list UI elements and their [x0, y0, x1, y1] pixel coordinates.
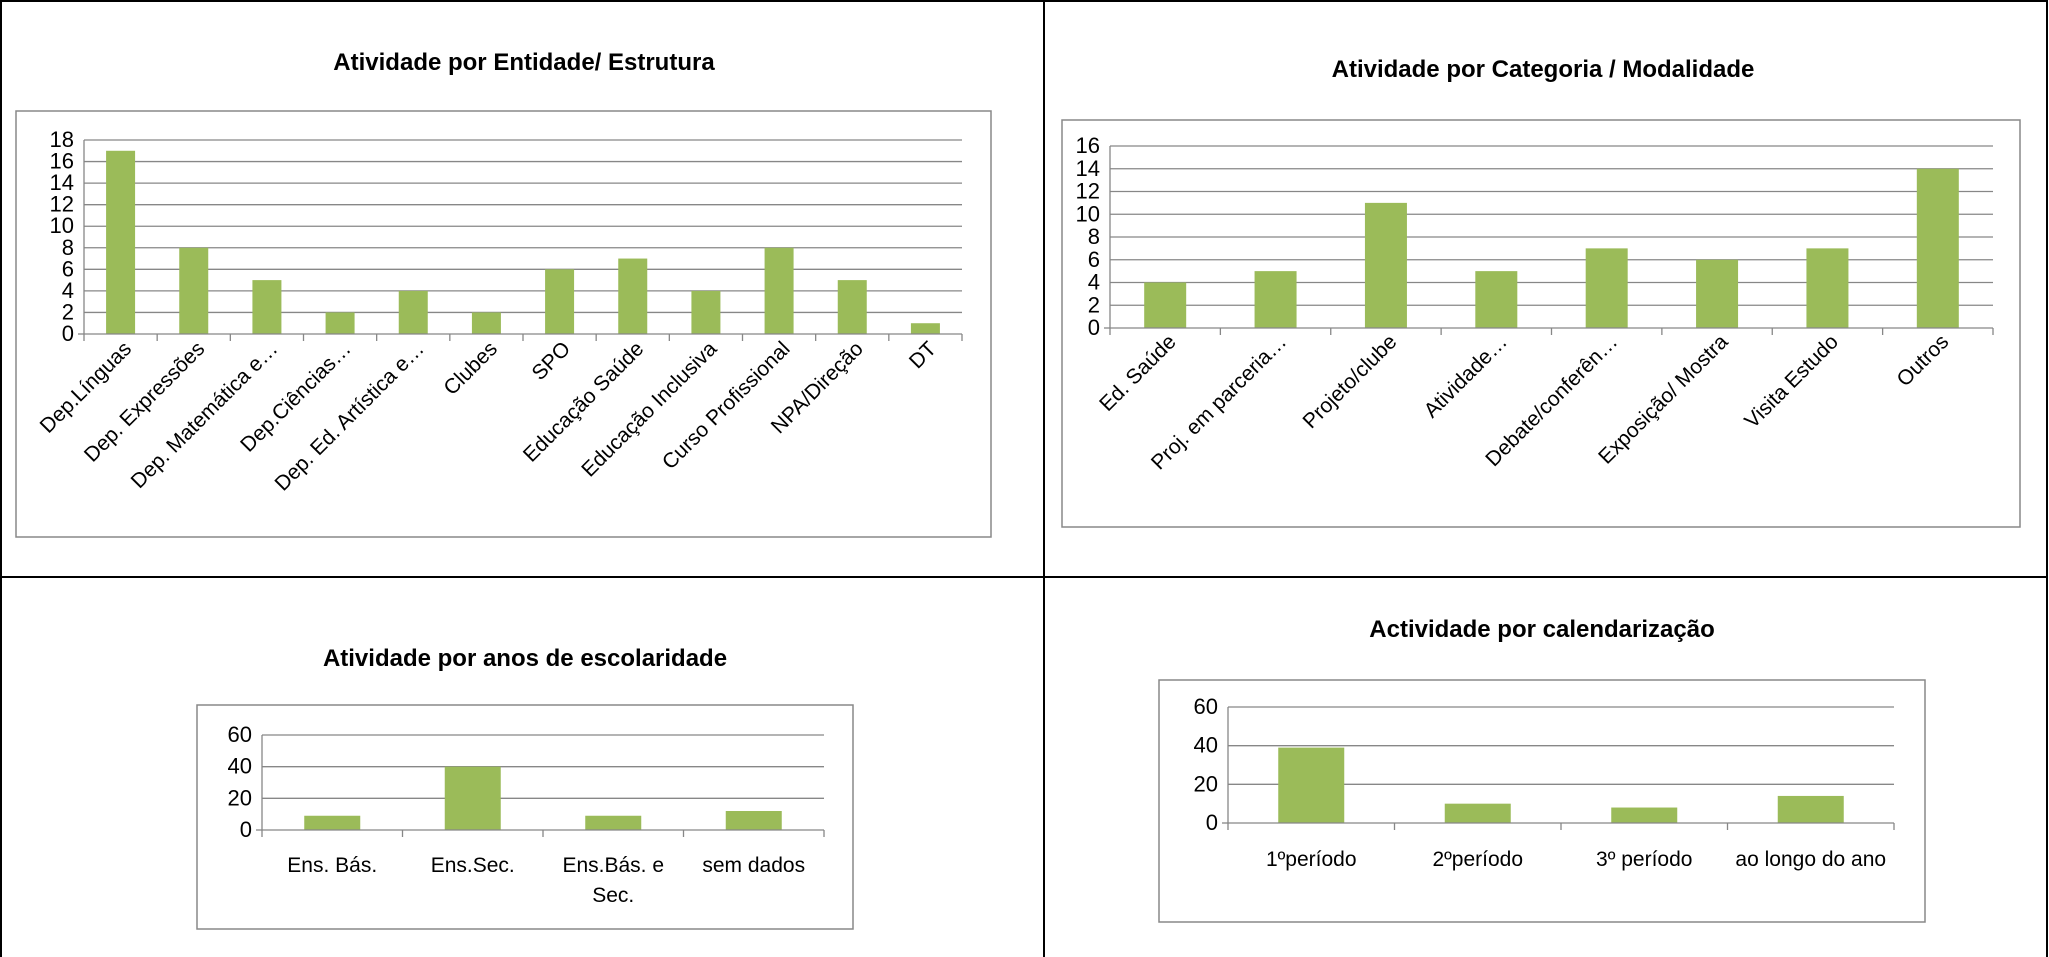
y-tick-label: 0	[1088, 315, 1100, 340]
y-tick-label: 6	[62, 256, 74, 281]
chart-atividade-anos: Atividade por anos de escolaridade 0 20 40…	[196, 645, 854, 930]
bar	[585, 815, 642, 830]
y-tick-label: 4	[1088, 270, 1100, 295]
bar	[725, 811, 782, 830]
y-tick-label: 8	[1088, 224, 1100, 249]
y-tick-label: 8	[62, 235, 74, 260]
x-tick-label: Atividade…	[1420, 330, 1512, 422]
bar	[837, 280, 867, 334]
y-tick-label: 2	[62, 299, 74, 324]
y-tick-label: 60	[1194, 694, 1218, 719]
bar	[1611, 807, 1678, 823]
bar	[1696, 259, 1739, 328]
y-tick-label: 0	[240, 817, 252, 842]
bar	[398, 290, 428, 334]
y-tick-label: 0	[1206, 810, 1218, 835]
chart-frame	[1158, 679, 1926, 923]
bar	[1777, 795, 1844, 823]
x-tick-label: Visita Estudo	[1740, 330, 1843, 433]
bar	[691, 290, 721, 334]
bar	[252, 280, 282, 334]
y-tick-label: 0	[62, 321, 74, 346]
x-tick-label: 2ºperíodo	[1432, 848, 1523, 871]
x-tick-label: Ens.Bás. e Sec.	[562, 854, 664, 907]
chart-title: Atividade por Categoria / Modalidade	[1332, 56, 1755, 83]
bar	[545, 269, 575, 334]
y-tick-label: 12	[1076, 179, 1100, 204]
bar	[471, 312, 501, 334]
y-tick-label: 14	[1076, 156, 1100, 181]
y-tick-label: 10	[1076, 201, 1100, 226]
bar	[1806, 248, 1849, 328]
bar	[910, 323, 940, 334]
bar	[764, 247, 794, 334]
bar	[304, 815, 361, 830]
x-tick-label: Clubes	[439, 337, 501, 399]
x-tick-label: Dep. Matemática e…	[127, 337, 283, 493]
x-tick-label: Ens. Bás.	[287, 854, 377, 877]
chart-atividade-calendarizacao: Actividade por calendarização 0 20 40 60 1ºp…	[1158, 616, 1926, 923]
y-tick-label: 40	[228, 754, 252, 779]
bar	[1364, 202, 1407, 328]
bar	[1444, 803, 1511, 823]
x-tick-label: sem dados	[702, 854, 805, 877]
bar	[1144, 282, 1187, 328]
bar	[106, 150, 136, 334]
y-tick-label: 4	[62, 278, 74, 303]
y-tick-label: 2	[1088, 292, 1100, 317]
x-tick-label: SPO	[527, 337, 575, 385]
bar	[1254, 271, 1297, 328]
bar	[1916, 168, 1959, 328]
y-tick-label: 60	[228, 722, 252, 747]
chart-title: Atividade por anos de escolaridade	[323, 645, 727, 672]
y-tick-label: 40	[1194, 733, 1218, 758]
x-tick-label: 3º período	[1596, 848, 1692, 871]
y-tick-label: 16	[1076, 133, 1100, 158]
x-tick-label: Dep. Ed. Artística e…	[271, 337, 429, 495]
chart-title: Atividade por Entidade/ Estrutura	[333, 49, 715, 76]
y-tick-label: 6	[1088, 247, 1100, 272]
y-tick-label: 20	[228, 785, 252, 810]
y-tick-label: 12	[50, 192, 74, 217]
x-tick-label: Ens.Sec.	[431, 854, 515, 877]
x-tick-label: Curso Profissional	[658, 337, 795, 474]
chart-frame	[15, 110, 992, 538]
x-tick-label: DT	[905, 337, 941, 373]
y-tick-label: 20	[1194, 771, 1218, 796]
bar	[618, 258, 648, 334]
x-tick-label: 1ºperíodo	[1266, 848, 1357, 871]
chart-frame	[196, 704, 854, 930]
x-tick-label: Projeto/clube	[1299, 330, 1402, 433]
chart-atividade-categoria: Atividade por Categoria / Modalidade 024…	[1061, 56, 2021, 528]
bar	[444, 766, 501, 830]
bar	[179, 247, 209, 334]
chart-title: Actividade por calendarização	[1369, 616, 1714, 643]
y-tick-label: 10	[50, 213, 74, 238]
x-tick-label: ao longo do ano	[1735, 848, 1886, 871]
chart-atividade-entidade: Atividade por Entidade/ Estrutura 024681…	[15, 49, 992, 538]
x-tick-label: Ed. Saúde	[1095, 330, 1181, 416]
y-tick-label: 16	[50, 149, 74, 174]
bar	[325, 312, 355, 334]
bar	[1475, 271, 1518, 328]
x-tick-label: Educação Inclusiva	[577, 337, 721, 481]
x-tick-label: Outros	[1893, 330, 1954, 391]
chart-frame	[1061, 119, 2021, 528]
y-tick-label: 14	[50, 170, 74, 195]
bar	[1585, 248, 1628, 328]
y-tick-label: 18	[50, 127, 74, 152]
bar	[1278, 747, 1345, 823]
